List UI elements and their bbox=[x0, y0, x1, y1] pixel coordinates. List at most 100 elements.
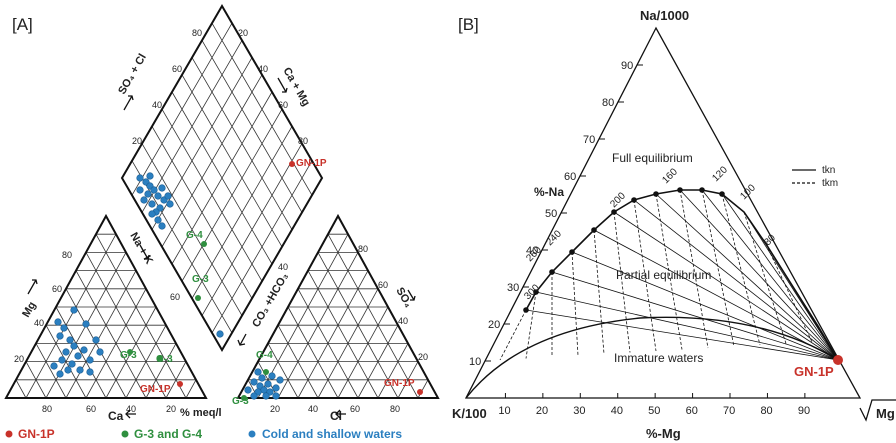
cold-water-point bbox=[62, 348, 70, 356]
cold-water-point bbox=[264, 380, 272, 388]
grid-line bbox=[211, 160, 313, 334]
gn1p-point bbox=[417, 389, 423, 395]
grid-line bbox=[307, 270, 379, 399]
legend-g3g4-text: G-3 and G-4 bbox=[134, 427, 202, 441]
piper-diamond-outline bbox=[120, 4, 324, 352]
piper-arrows bbox=[27, 77, 416, 419]
arrow-mg bbox=[27, 279, 38, 295]
cold-water-point bbox=[64, 366, 72, 374]
tick: 60 bbox=[86, 404, 96, 414]
grid-line bbox=[85, 252, 167, 399]
grid-line bbox=[185, 379, 197, 399]
tkn-line bbox=[525, 309, 839, 361]
tick: 40 bbox=[308, 404, 318, 414]
g-sample-point bbox=[201, 241, 207, 247]
temperature-label: 100 bbox=[738, 182, 758, 202]
tick: 20 bbox=[270, 404, 280, 414]
cold-water-point bbox=[96, 348, 104, 356]
grid-line bbox=[55, 306, 107, 399]
grid-line bbox=[15, 379, 27, 399]
cold-water-point bbox=[164, 192, 172, 200]
tick: 40 bbox=[278, 262, 288, 272]
piper-outline bbox=[4, 4, 440, 399]
tkn-line bbox=[613, 211, 839, 361]
region-immature-waters: Immature waters bbox=[614, 351, 703, 365]
curve-point bbox=[549, 269, 555, 275]
label-g4-diamond: G-4 bbox=[186, 230, 203, 241]
piper-points bbox=[50, 161, 423, 401]
na-tick-label: 40 bbox=[526, 245, 538, 257]
tkm-line bbox=[499, 309, 527, 361]
xlabel-mg: %-Mg bbox=[646, 426, 681, 441]
giggenbach-diagram: 10 20 30 40 50 60 70 80 90 10 20 30 40 50 60 70 80 90 300 2… bbox=[464, 26, 862, 417]
tick: 60 bbox=[278, 100, 288, 110]
curve-point bbox=[719, 191, 725, 197]
region-partial-equilibrium: Partial equilibrium bbox=[616, 268, 711, 282]
label-g3-diamond: G-3 bbox=[192, 274, 209, 285]
label-gn1p-b: GN-1P bbox=[794, 364, 834, 379]
grid-line bbox=[181, 74, 283, 248]
tkn-line bbox=[535, 291, 839, 361]
tick: 60 bbox=[350, 404, 360, 414]
grid-line bbox=[65, 270, 137, 399]
tkm-line bbox=[721, 193, 761, 346]
tkn-line bbox=[571, 251, 839, 361]
tkn-line bbox=[633, 199, 839, 361]
cold-water-point bbox=[268, 372, 276, 380]
cold-water-point bbox=[56, 370, 64, 378]
curve-point bbox=[611, 209, 617, 215]
cold-water-point bbox=[262, 392, 270, 400]
grid-line bbox=[327, 234, 419, 399]
cold-water-point bbox=[244, 386, 252, 394]
cold-water-point bbox=[54, 318, 62, 326]
cold-water-point bbox=[254, 368, 262, 376]
cold-water-point bbox=[154, 216, 162, 224]
tkm-line bbox=[571, 251, 579, 356]
tick: 80 bbox=[62, 250, 72, 260]
apex-k: K/100 bbox=[452, 406, 487, 421]
gn1p-point bbox=[289, 161, 295, 167]
mg-tick-label: 90 bbox=[798, 405, 810, 417]
tkm-line bbox=[679, 189, 709, 349]
grid-line bbox=[95, 234, 187, 399]
axis-so4: SO₄ bbox=[393, 286, 414, 310]
tkm-line bbox=[613, 211, 631, 353]
temperature-label: 120 bbox=[710, 164, 730, 184]
cold-water-point bbox=[70, 342, 78, 350]
ylabel-na: %-Na bbox=[534, 185, 564, 199]
label-gn1p-diamond: GN-1P bbox=[296, 158, 327, 169]
giggenbach-outline bbox=[464, 26, 862, 399]
legend-b: tkn tkm bbox=[792, 165, 838, 189]
tkn-line bbox=[593, 229, 839, 361]
tick: 80 bbox=[192, 28, 202, 38]
arrow-so4 bbox=[407, 289, 416, 301]
tick: 40 bbox=[398, 316, 408, 326]
cold-water-point bbox=[82, 320, 90, 328]
cold-water-point bbox=[136, 186, 144, 194]
na-tick-label: 30 bbox=[507, 282, 519, 294]
na-tick-label: 80 bbox=[602, 97, 614, 109]
mg-tick-label: 60 bbox=[686, 405, 698, 417]
cold-water-point bbox=[150, 186, 158, 194]
temperature-label: 300 bbox=[522, 282, 542, 302]
label-g3-left-b: G-3 bbox=[156, 354, 173, 365]
tkn-line bbox=[721, 193, 839, 361]
panel-a-tag: [A] bbox=[12, 15, 33, 34]
g-sample-point bbox=[157, 355, 163, 361]
mg-tick-label: 50 bbox=[648, 405, 660, 417]
cold-water-point bbox=[154, 192, 162, 200]
tkm-line bbox=[655, 193, 683, 350]
mg-tick-label: 70 bbox=[723, 405, 735, 417]
cold-water-point bbox=[148, 210, 156, 218]
immature-boundary bbox=[465, 316, 839, 399]
curve-point bbox=[699, 187, 705, 193]
grid-line bbox=[191, 57, 293, 230]
tkn-line bbox=[701, 189, 839, 361]
gn1p-point bbox=[177, 381, 183, 387]
curve-point bbox=[523, 307, 529, 313]
tick: 20 bbox=[418, 352, 428, 362]
tick: 40 bbox=[152, 100, 162, 110]
tick: 40 bbox=[258, 64, 268, 74]
